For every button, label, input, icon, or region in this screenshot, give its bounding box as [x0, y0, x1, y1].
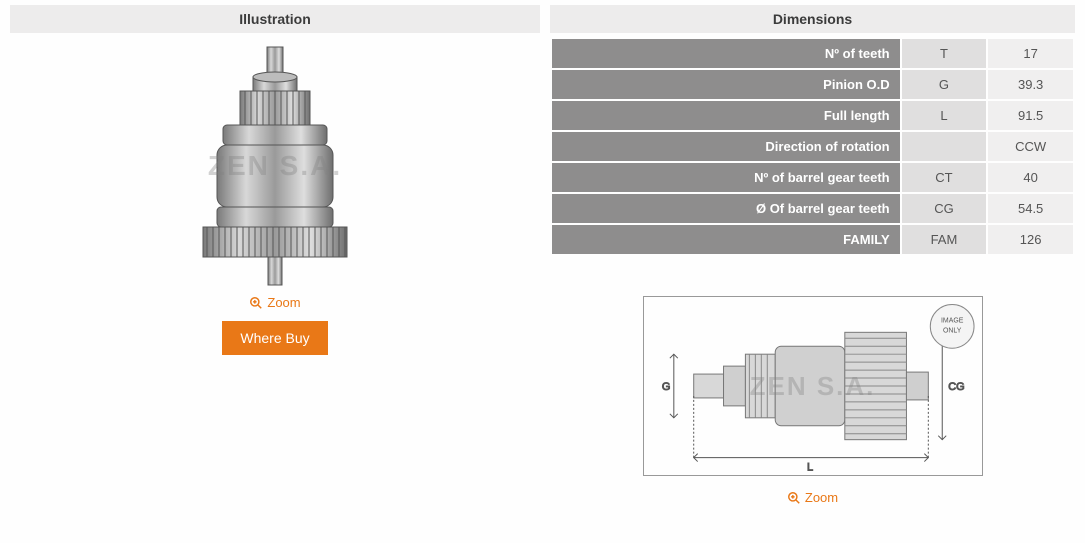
svg-text:G: G [661, 381, 670, 393]
dimensions-table: Nº of teethT17Pinion O.DG39.3Full length… [550, 37, 1075, 256]
svg-text:ONLY: ONLY [942, 327, 961, 334]
svg-text:IMAGE: IMAGE [940, 317, 963, 324]
dim-value: 91.5 [988, 101, 1073, 130]
dim-code [902, 132, 987, 161]
where-buy-button[interactable]: Where Buy [222, 321, 327, 355]
zoom-link-main[interactable]: Zoom [249, 295, 300, 310]
dim-label: Ø Of barrel gear teeth [552, 194, 900, 223]
dim-value: 126 [988, 225, 1073, 254]
table-row: Pinion O.DG39.3 [552, 70, 1073, 99]
watermark: ZEN S.A. [208, 150, 342, 182]
table-row: Nº of teethT17 [552, 39, 1073, 68]
table-row: Direction of rotation CCW [552, 132, 1073, 161]
zoom-icon [249, 296, 263, 310]
dim-code: FAM [902, 225, 987, 254]
product-image: ZEN S.A. [175, 41, 375, 291]
dim-value: 54.5 [988, 194, 1073, 223]
dim-code: CG [902, 194, 987, 223]
zoom-icon [787, 491, 801, 505]
table-row: Full lengthL91.5 [552, 101, 1073, 130]
dim-value: CCW [988, 132, 1073, 161]
dim-label: Nº of barrel gear teeth [552, 163, 900, 192]
dim-value: 40 [988, 163, 1073, 192]
table-row: Nº of barrel gear teethCT40 [552, 163, 1073, 192]
zoom-link-diagram[interactable]: Zoom [787, 490, 838, 505]
dimensions-header: Dimensions [550, 5, 1075, 33]
diagram-watermark: ZEN S.A. [750, 371, 876, 402]
dim-label: Nº of teeth [552, 39, 900, 68]
dim-value: 17 [988, 39, 1073, 68]
dim-label: Full length [552, 101, 900, 130]
zoom-label: Zoom [805, 490, 838, 505]
illustration-header: Illustration [10, 5, 540, 33]
dim-label: Pinion O.D [552, 70, 900, 99]
dim-code: T [902, 39, 987, 68]
dim-code: L [902, 101, 987, 130]
table-row: Ø Of barrel gear teethCG54.5 [552, 194, 1073, 223]
svg-text:L: L [807, 462, 813, 474]
dim-code: G [902, 70, 987, 99]
dim-value: 39.3 [988, 70, 1073, 99]
zoom-label: Zoom [267, 295, 300, 310]
table-row: FAMILYFAM126 [552, 225, 1073, 254]
dim-label: FAMILY [552, 225, 900, 254]
dimension-diagram: ZEN S.A. [643, 296, 983, 476]
dim-code: CT [902, 163, 987, 192]
dim-label: Direction of rotation [552, 132, 900, 161]
svg-text:CG: CG [948, 381, 964, 393]
